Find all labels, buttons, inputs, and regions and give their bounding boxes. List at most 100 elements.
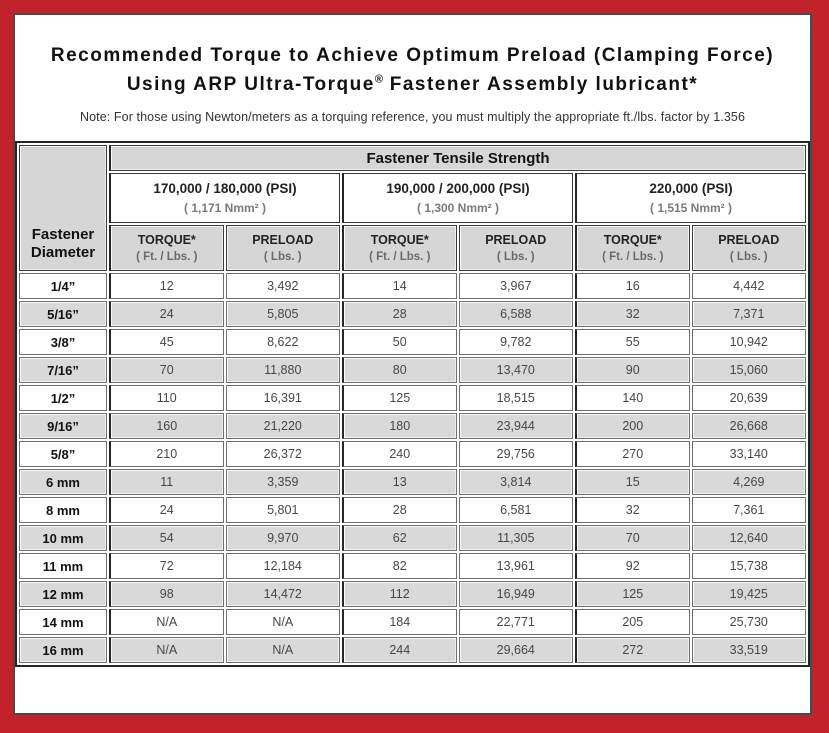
preload-cell: 14,472 xyxy=(225,581,340,607)
preload-cell: 7,371 xyxy=(691,301,806,327)
torque-cell: 272 xyxy=(575,637,690,663)
psi-group-1-value: 170,000 / 180,000 (PSI) xyxy=(153,181,297,196)
torque-col-header-3: TORQUE* ( Ft. / Lbs. ) xyxy=(575,225,690,271)
diameter-cell: 12 mm xyxy=(19,581,107,607)
preload-cell: 3,967 xyxy=(458,273,573,299)
torque-cell: 240 xyxy=(342,441,457,467)
torque-cell: 210 xyxy=(109,441,224,467)
preload-cell: 18,515 xyxy=(458,385,573,411)
torque-col-header-1: TORQUE* ( Ft. / Lbs. ) xyxy=(109,225,224,271)
torque-cell: 14 xyxy=(342,273,457,299)
preload-cell: 23,944 xyxy=(458,413,573,439)
preload-cell: 16,391 xyxy=(225,385,340,411)
preload-cell: 5,801 xyxy=(225,497,340,523)
torque-cell: 24 xyxy=(109,301,224,327)
torque-cell: N/A xyxy=(109,637,224,663)
torque-cell: 205 xyxy=(575,609,690,635)
torque-cell: 28 xyxy=(342,497,457,523)
torque-cell: 32 xyxy=(575,497,690,523)
torque-cell: 72 xyxy=(109,553,224,579)
psi-group-1-nmm: ( 1,171 Nmm² ) xyxy=(183,201,267,215)
table-body: 1/4” 12 3,492 14 3,967 16 4,442 5/16” 24… xyxy=(19,273,806,663)
torque-cell: 110 xyxy=(109,385,224,411)
diameter-cell: 5/16” xyxy=(19,301,107,327)
torque-cell: 24 xyxy=(109,497,224,523)
torque-cell: 15 xyxy=(575,469,690,495)
torque-cell: 70 xyxy=(575,525,690,551)
preload-cell: 3,492 xyxy=(225,273,340,299)
preload-cell: 25,730 xyxy=(691,609,806,635)
preload-cell: 19,425 xyxy=(691,581,806,607)
torque-cell: 160 xyxy=(109,413,224,439)
table-row: 11 mm 72 12,184 82 13,961 92 15,738 xyxy=(19,553,806,579)
torque-cell: 90 xyxy=(575,357,690,383)
preload-cell: N/A xyxy=(225,637,340,663)
preload-cell: 15,738 xyxy=(691,553,806,579)
diameter-cell: 1/2” xyxy=(19,385,107,411)
torque-table: Fastener Diameter Fastener Tensile Stren… xyxy=(15,141,810,667)
table-row: 1/4” 12 3,492 14 3,967 16 4,442 xyxy=(19,273,806,299)
diameter-cell: 9/16” xyxy=(19,413,107,439)
preload-cell: 22,771 xyxy=(458,609,573,635)
preload-cell: 33,519 xyxy=(691,637,806,663)
torque-cell: 32 xyxy=(575,301,690,327)
newton-meters-note: Note: For those using Newton/meters as a… xyxy=(79,109,745,124)
preload-cell: 15,060 xyxy=(691,357,806,383)
preload-cell: 9,970 xyxy=(225,525,340,551)
torque-cell: 82 xyxy=(342,553,457,579)
preload-cell: N/A xyxy=(225,609,340,635)
diameter-cell: 3/8” xyxy=(19,329,107,355)
psi-group-3-header: 220,000 (PSI) ( 1,515 Nmm² ) xyxy=(575,173,806,223)
torque-cell: 70 xyxy=(109,357,224,383)
preload-cell: 13,470 xyxy=(458,357,573,383)
torque-cell: 92 xyxy=(575,553,690,579)
fastener-diameter-header: Fastener Diameter xyxy=(19,145,107,271)
preload-cell: 8,622 xyxy=(225,329,340,355)
preload-cell: 21,220 xyxy=(225,413,340,439)
torque-cell: 270 xyxy=(575,441,690,467)
table-row: 3/8” 45 8,622 50 9,782 55 10,942 xyxy=(19,329,806,355)
psi-group-3-value: 220,000 (PSI) xyxy=(649,181,733,196)
table-row: 9/16” 160 21,220 180 23,944 200 26,668 xyxy=(19,413,806,439)
registered-trademark-symbol: ® xyxy=(374,74,383,87)
preload-cell: 11,880 xyxy=(225,357,340,383)
torque-cell: N/A xyxy=(109,609,224,635)
diameter-cell: 16 mm xyxy=(19,637,107,663)
diameter-cell: 14 mm xyxy=(19,609,107,635)
preload-col-header-1: PRELOAD ( Lbs. ) xyxy=(225,225,340,271)
preload-cell: 3,359 xyxy=(225,469,340,495)
torque-cell: 125 xyxy=(575,581,690,607)
torque-cell: 200 xyxy=(575,413,690,439)
title-line2: Using ARP Ultra-Torque® Fastener Assembl… xyxy=(126,74,699,96)
torque-cell: 112 xyxy=(342,581,457,607)
table-row: 8 mm 24 5,801 28 6,581 32 7,361 xyxy=(19,497,806,523)
table-row: 7/16” 70 11,880 80 13,470 90 15,060 xyxy=(19,357,806,383)
diameter-cell: 7/16” xyxy=(19,357,107,383)
torque-cell: 125 xyxy=(342,385,457,411)
table-row: 12 mm 98 14,472 112 16,949 125 19,425 xyxy=(19,581,806,607)
torque-cell: 98 xyxy=(109,581,224,607)
preload-cell: 12,640 xyxy=(691,525,806,551)
preload-cell: 10,942 xyxy=(691,329,806,355)
preload-cell: 9,782 xyxy=(458,329,573,355)
preload-cell: 11,305 xyxy=(458,525,573,551)
diameter-cell: 5/8” xyxy=(19,441,107,467)
preload-cell: 16,949 xyxy=(458,581,573,607)
diameter-cell: 8 mm xyxy=(19,497,107,523)
torque-cell: 180 xyxy=(342,413,457,439)
preload-cell: 6,588 xyxy=(458,301,573,327)
torque-cell: 80 xyxy=(342,357,457,383)
preload-cell: 29,756 xyxy=(458,441,573,467)
torque-col-header-2: TORQUE* ( Ft. / Lbs. ) xyxy=(342,225,457,271)
preload-cell: 7,361 xyxy=(691,497,806,523)
preload-cell: 5,805 xyxy=(225,301,340,327)
torque-cell: 16 xyxy=(575,273,690,299)
psi-group-3-nmm: ( 1,515 Nmm² ) xyxy=(649,201,733,215)
torque-cell: 50 xyxy=(342,329,457,355)
preload-cell: 20,639 xyxy=(691,385,806,411)
table-row: 1/2” 110 16,391 125 18,515 140 20,639 xyxy=(19,385,806,411)
preload-cell: 12,184 xyxy=(225,553,340,579)
torque-cell: 244 xyxy=(342,637,457,663)
table-row: 16 mm N/A N/A 244 29,664 272 33,519 xyxy=(19,637,806,663)
